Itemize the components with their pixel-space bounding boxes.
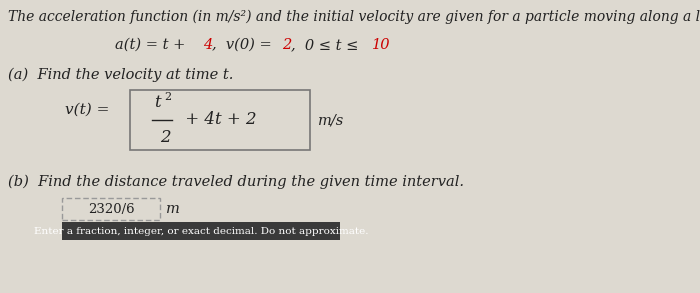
Text: 2: 2 [282, 38, 291, 52]
FancyBboxPatch shape [62, 198, 160, 220]
Text: v(t) =: v(t) = [65, 103, 114, 117]
Text: 2320/6: 2320/6 [88, 202, 134, 215]
Text: 2: 2 [164, 92, 171, 102]
Text: 2: 2 [160, 129, 171, 146]
Text: ,  0 ≤ t ≤: , 0 ≤ t ≤ [291, 38, 363, 52]
Text: + 4t + 2: + 4t + 2 [180, 112, 257, 129]
Text: The acceleration function (in m/s²) and the initial velocity are given for a par: The acceleration function (in m/s²) and … [8, 10, 700, 24]
Text: ,  v(0) =: , v(0) = [212, 38, 276, 52]
Bar [130, 90, 310, 150]
Text: 4: 4 [203, 38, 212, 52]
Text: m/s: m/s [318, 113, 344, 127]
Text: (b)  Find the distance traveled during the given time interval.: (b) Find the distance traveled during th… [8, 175, 464, 189]
Text: m: m [166, 202, 180, 216]
Text: t: t [154, 94, 160, 111]
Text: (a)  Find the velocity at time t.: (a) Find the velocity at time t. [8, 68, 233, 82]
Text: a(t) = t +: a(t) = t + [115, 38, 190, 52]
Text: Enter a fraction, integer, or exact decimal. Do not approximate.: Enter a fraction, integer, or exact deci… [34, 226, 368, 236]
Text: 10: 10 [372, 38, 391, 52]
Bar [62, 222, 340, 240]
